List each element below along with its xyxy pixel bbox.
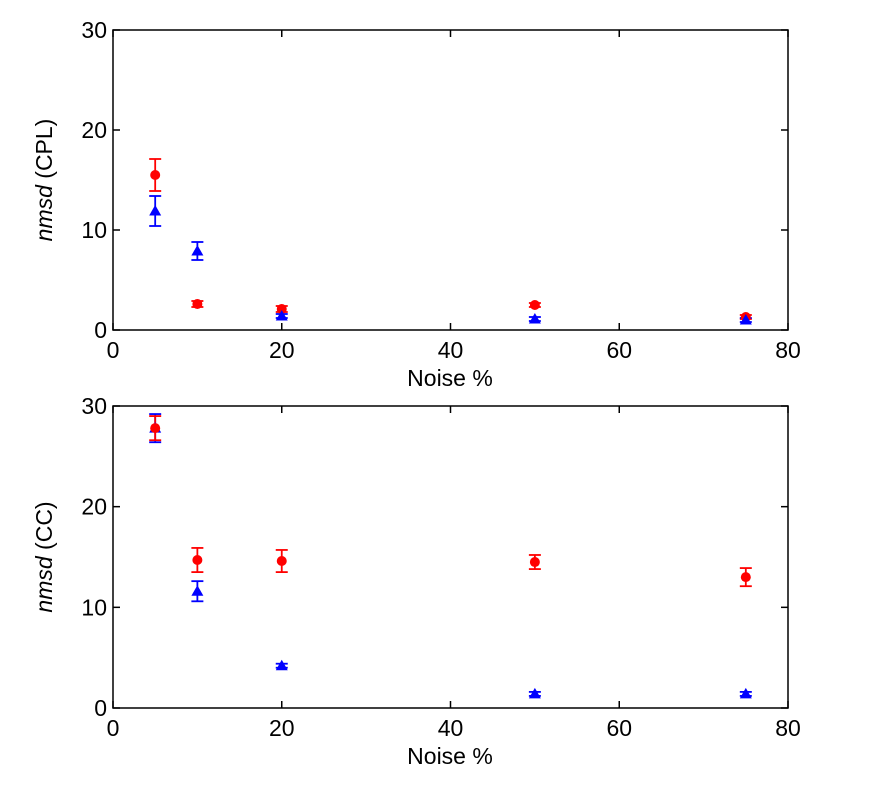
data-point-triangle-bottom — [191, 585, 204, 596]
axes-frame-top — [112, 29, 789, 331]
x-tick-label-bottom: 80 — [775, 715, 801, 741]
y-tick-label-bottom: 20 — [81, 494, 107, 520]
y-axis-label-top-rest: (CPL) — [31, 119, 57, 185]
y-axis-label-bottom-rest: (CC) — [31, 501, 57, 556]
x-tick-label-bottom: 40 — [438, 715, 464, 741]
x-tick-label-top: 60 — [606, 337, 632, 363]
y-axis-label-top-italic: nmsd — [31, 184, 57, 241]
ticks-top: 0 20 40 60 80 0 10 20 30 — [81, 17, 800, 363]
data-point-circle-bottom — [740, 572, 751, 583]
x-tick-label-bottom: 20 — [269, 715, 295, 741]
data-point-triangle-bottom — [528, 687, 541, 699]
x-tick-label-top: 40 — [438, 337, 464, 363]
data-point-circle-top — [276, 304, 287, 314]
data-point-triangle-top — [149, 205, 162, 216]
y-tick-label-top: 0 — [94, 317, 107, 343]
data-point-circle-bottom — [150, 423, 161, 434]
data-point-triangle-top — [191, 245, 204, 256]
x-axis-label-bottom: Noise % — [407, 743, 493, 769]
x-axis-label-top: Noise % — [407, 365, 493, 391]
data-point-triangle-top — [528, 313, 541, 324]
error-bars-top — [149, 158, 752, 323]
markers-bottom — [149, 422, 752, 699]
y-tick-label-bottom: 0 — [94, 695, 107, 721]
axes-frame-bottom — [112, 405, 789, 709]
y-tick-label-bottom: 10 — [81, 594, 107, 620]
panel-top: 0 20 40 60 80 0 10 20 30 Noise % nmsd (CPL) — [31, 17, 801, 391]
data-point-circle-bottom — [276, 556, 287, 567]
x-tick-label-bottom: 0 — [107, 715, 120, 741]
data-point-circle-bottom — [529, 557, 540, 568]
y-tick-label-top: 10 — [81, 217, 107, 243]
ticks-bottom: 0 20 40 60 80 0 10 20 30 — [81, 393, 800, 741]
x-tick-label-bottom: 60 — [606, 715, 632, 741]
y-tick-label-top: 20 — [81, 117, 107, 143]
markers-top — [149, 170, 752, 325]
data-point-triangle-bottom — [275, 659, 288, 671]
data-point-triangle-top — [275, 310, 288, 321]
x-tick-label-top: 20 — [269, 337, 295, 363]
y-axis-label-bottom: nmsd (CC) — [31, 501, 57, 612]
x-tick-label-top: 80 — [775, 337, 801, 363]
panel-bottom: 0 20 40 60 80 0 10 20 30 Noise % nmsd (CC) — [31, 393, 801, 769]
y-tick-label-top: 30 — [81, 17, 107, 43]
data-point-circle-top — [192, 299, 203, 309]
data-point-circle-top — [150, 170, 161, 180]
data-point-triangle-bottom — [739, 687, 752, 699]
error-bars-bottom — [149, 413, 752, 697]
data-point-triangle-top — [739, 314, 752, 325]
y-axis-label-bottom-italic: nmsd — [31, 555, 57, 612]
y-axis-label-top: nmsd (CPL) — [31, 119, 57, 242]
x-tick-label-top: 0 — [107, 337, 120, 363]
y-tick-label-bottom: 30 — [81, 393, 107, 419]
data-point-circle-top — [529, 300, 540, 310]
data-point-circle-bottom — [192, 555, 203, 566]
